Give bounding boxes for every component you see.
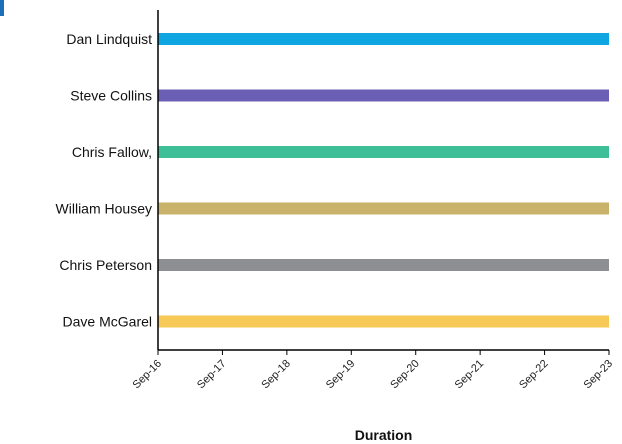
x-tick-label: Sep-19 xyxy=(324,358,358,392)
x-tick-label: Sep-23 xyxy=(582,358,616,392)
category-label: Chris Fallow, xyxy=(72,144,152,160)
bar-3 xyxy=(158,202,609,215)
bars-layer xyxy=(158,33,609,328)
x-tick-label: Sep-20 xyxy=(388,358,422,392)
bar-1 xyxy=(158,89,609,102)
x-tick-label: Sep-16 xyxy=(131,358,165,392)
x-axis-title: Duration xyxy=(355,427,413,443)
category-label: Dan Lindquist xyxy=(66,31,152,47)
category-label: Chris Peterson xyxy=(59,257,152,273)
bar-2 xyxy=(158,146,609,158)
x-tick-label: Sep-21 xyxy=(453,358,487,392)
x-tick-label: Sep-17 xyxy=(195,358,229,392)
bar-0 xyxy=(158,33,609,45)
category-label: Steve Collins xyxy=(70,88,152,104)
x-tick-labels: Sep-16 Sep-17 Sep-18 Sep-19 Sep-20 Sep-21 Sep-… xyxy=(131,350,616,392)
x-tick-label: Sep-18 xyxy=(259,358,293,392)
category-labels: Dan Lindquist Steve Collins Chris Fallow, W… xyxy=(56,31,153,330)
category-label: William Housey xyxy=(56,201,152,217)
corner-accent xyxy=(0,0,4,16)
bar-4 xyxy=(158,259,609,271)
category-label: Dave McGarel xyxy=(63,314,152,330)
bar-5 xyxy=(158,315,609,328)
x-tick-label: Sep-22 xyxy=(517,358,551,392)
